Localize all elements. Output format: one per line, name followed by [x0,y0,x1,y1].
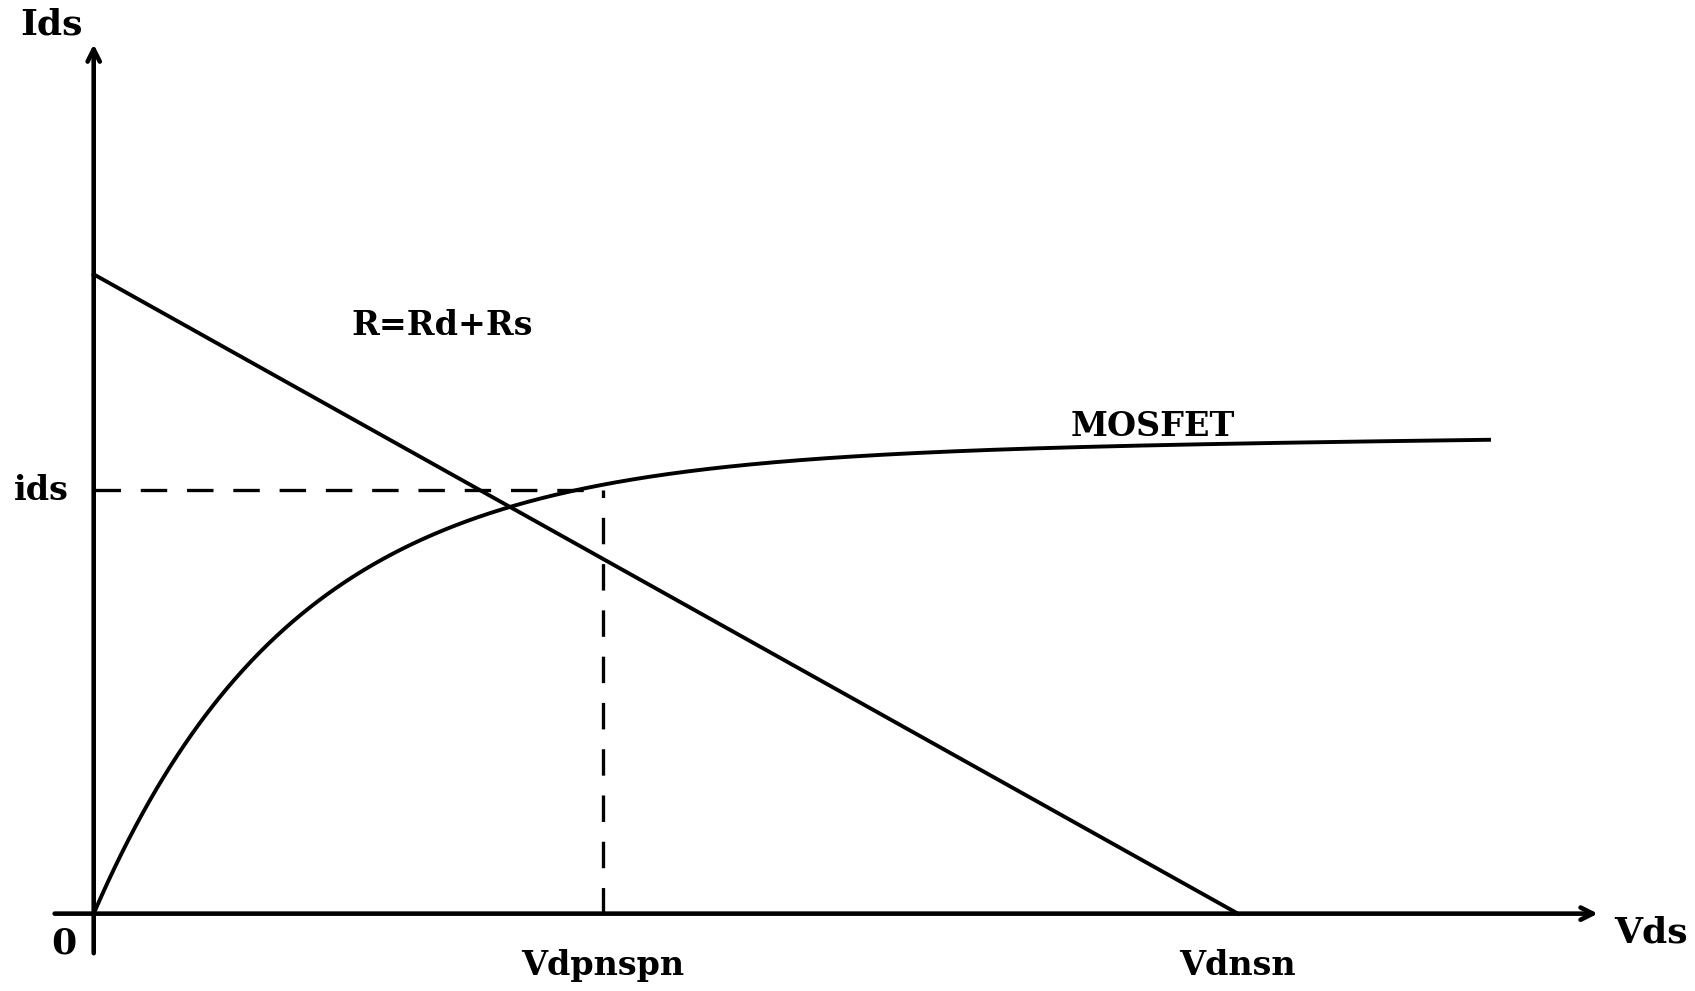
Text: R=Rd+Rs: R=Rd+Rs [353,308,534,342]
Text: Vdnsn: Vdnsn [1180,949,1297,982]
Text: 0: 0 [53,927,76,960]
Text: Ids: Ids [20,8,83,42]
Text: MOSFET: MOSFET [1071,410,1236,443]
Text: ids: ids [14,474,68,506]
Text: Vds: Vds [1615,916,1688,949]
Text: Vdpnspn: Vdpnspn [522,949,685,982]
